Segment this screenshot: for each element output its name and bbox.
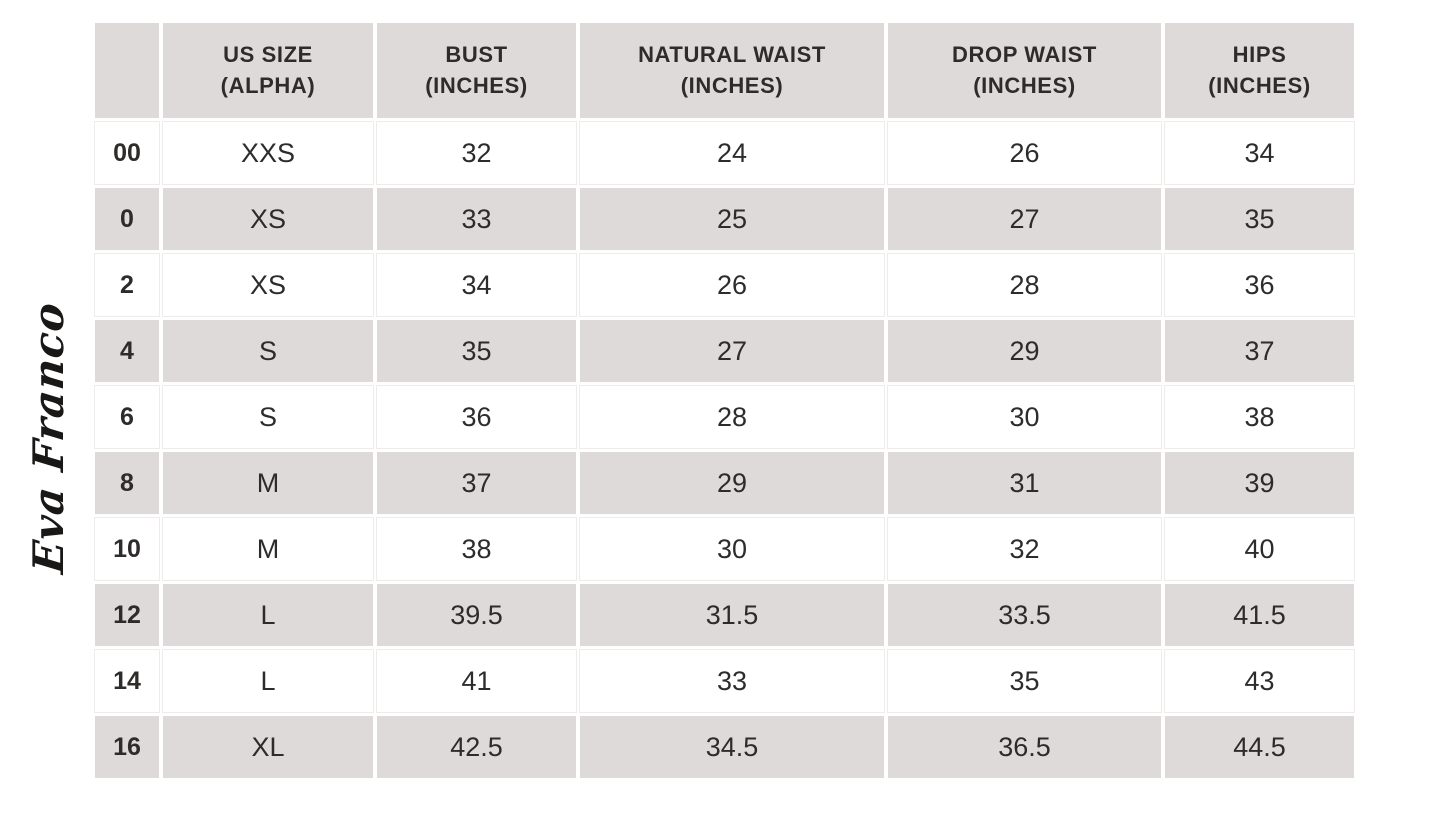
header-hips: HIPS (INCHES): [1165, 23, 1354, 118]
hips-cell: 39: [1165, 452, 1354, 514]
corner-header-cell: [95, 23, 159, 118]
bust-cell: 42.5: [377, 716, 576, 778]
table-row-size-6: 6 S 36 28 30 38: [94, 385, 1355, 449]
drop-waist-cell: 28: [887, 253, 1162, 317]
alpha-size-cell: M: [163, 452, 373, 514]
alpha-size-cell: L: [162, 649, 374, 713]
alpha-size-cell: XS: [162, 253, 374, 317]
table-row-size-12: 12 L 39.5 31.5 33.5 41.5: [95, 584, 1354, 646]
drop-waist-cell: 30: [887, 385, 1162, 449]
us-size-cell: 12: [95, 584, 159, 646]
alpha-size-cell: L: [163, 584, 373, 646]
header-bust: BUST (INCHES): [377, 23, 576, 118]
natural-waist-cell: 34.5: [580, 716, 884, 778]
us-size-cell: 14: [94, 649, 160, 713]
drop-waist-cell: 27: [888, 188, 1161, 250]
natural-waist-cell: 30: [579, 517, 885, 581]
bust-cell: 34: [376, 253, 577, 317]
bust-cell: 41: [376, 649, 577, 713]
table-row-size-4: 4 S 35 27 29 37: [95, 320, 1354, 382]
header-drop-waist: DROP WAIST (INCHES): [888, 23, 1161, 118]
drop-waist-cell: 29: [888, 320, 1161, 382]
alpha-size-cell: S: [163, 320, 373, 382]
us-size-cell: 4: [95, 320, 159, 382]
natural-waist-cell: 25: [580, 188, 884, 250]
us-size-cell: 2: [94, 253, 160, 317]
table-row-size-14: 14 L 41 33 35 43: [94, 649, 1355, 713]
drop-waist-cell: 33.5: [888, 584, 1161, 646]
hips-cell: 34: [1164, 121, 1355, 185]
hips-cell: 36: [1164, 253, 1355, 317]
natural-waist-cell: 26: [579, 253, 885, 317]
hips-cell: 44.5: [1165, 716, 1354, 778]
natural-waist-cell: 31.5: [580, 584, 884, 646]
drop-waist-cell: 36.5: [888, 716, 1161, 778]
us-size-cell: 16: [95, 716, 159, 778]
size-chart-table: US SIZE (ALPHA) BUST (INCHES) NATURAL WA…: [91, 19, 1358, 782]
hips-cell: 41.5: [1165, 584, 1354, 646]
table-row-size-10: 10 M 38 30 32 40: [94, 517, 1355, 581]
natural-waist-cell: 27: [580, 320, 884, 382]
table-row-size-8: 8 M 37 29 31 39: [95, 452, 1354, 514]
drop-waist-cell: 35: [887, 649, 1162, 713]
natural-waist-cell: 29: [580, 452, 884, 514]
natural-waist-cell: 28: [579, 385, 885, 449]
bust-cell: 35: [377, 320, 576, 382]
alpha-size-cell: M: [162, 517, 374, 581]
alpha-size-cell: XXS: [162, 121, 374, 185]
drop-waist-cell: 32: [887, 517, 1162, 581]
bust-cell: 32: [376, 121, 577, 185]
logo-text: Eva Franco: [23, 300, 73, 576]
us-size-cell: 00: [94, 121, 160, 185]
bust-cell: 39.5: [377, 584, 576, 646]
eva-franco-logo: Eva Franco: [12, 298, 84, 578]
bust-cell: 38: [376, 517, 577, 581]
table-row-size-16: 16 XL 42.5 34.5 36.5 44.5: [95, 716, 1354, 778]
bust-cell: 36: [376, 385, 577, 449]
table-row-size-0: 0 XS 33 25 27 35: [95, 188, 1354, 250]
drop-waist-cell: 31: [888, 452, 1161, 514]
hips-cell: 37: [1165, 320, 1354, 382]
alpha-size-cell: XS: [163, 188, 373, 250]
alpha-size-cell: XL: [163, 716, 373, 778]
us-size-cell: 10: [94, 517, 160, 581]
hips-cell: 38: [1164, 385, 1355, 449]
header-row: US SIZE (ALPHA) BUST (INCHES) NATURAL WA…: [95, 23, 1354, 118]
alpha-size-cell: S: [162, 385, 374, 449]
hips-cell: 43: [1164, 649, 1355, 713]
hips-cell: 35: [1165, 188, 1354, 250]
header-natural-waist: NATURAL WAIST (INCHES): [580, 23, 884, 118]
table-row-size-2: 2 XS 34 26 28 36: [94, 253, 1355, 317]
bust-cell: 33: [377, 188, 576, 250]
us-size-cell: 8: [95, 452, 159, 514]
natural-waist-cell: 24: [579, 121, 885, 185]
us-size-cell: 0: [95, 188, 159, 250]
natural-waist-cell: 33: [579, 649, 885, 713]
table-row-size-00: 00 XXS 32 24 26 34: [94, 121, 1355, 185]
bust-cell: 37: [377, 452, 576, 514]
us-size-cell: 6: [94, 385, 160, 449]
drop-waist-cell: 26: [887, 121, 1162, 185]
hips-cell: 40: [1164, 517, 1355, 581]
header-us-size-alpha: US SIZE (ALPHA): [163, 23, 373, 118]
